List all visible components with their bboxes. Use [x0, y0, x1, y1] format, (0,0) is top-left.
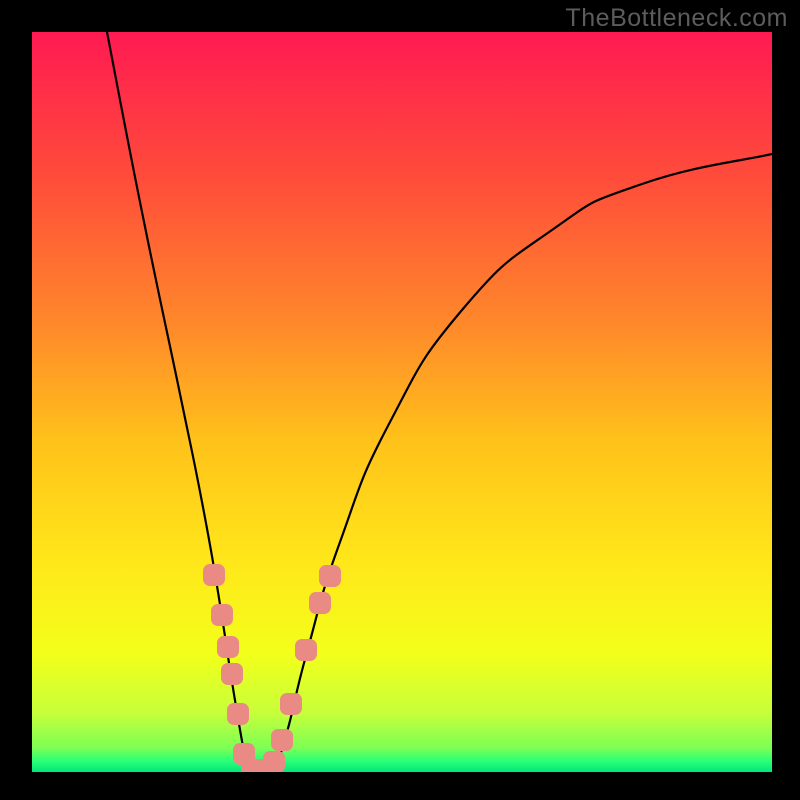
plot-svg	[32, 32, 772, 772]
data-marker	[319, 565, 341, 587]
data-marker	[211, 604, 233, 626]
data-marker	[309, 592, 331, 614]
gradient-background	[32, 32, 772, 772]
data-marker	[217, 636, 239, 658]
data-marker	[295, 639, 317, 661]
plot-area	[32, 32, 772, 772]
data-marker	[271, 729, 293, 751]
data-marker	[203, 564, 225, 586]
data-marker	[221, 663, 243, 685]
data-marker	[280, 693, 302, 715]
data-marker	[263, 751, 285, 772]
chart-root: TheBottleneck.com	[0, 0, 800, 800]
data-marker	[227, 703, 249, 725]
attribution-text: TheBottleneck.com	[566, 4, 789, 33]
